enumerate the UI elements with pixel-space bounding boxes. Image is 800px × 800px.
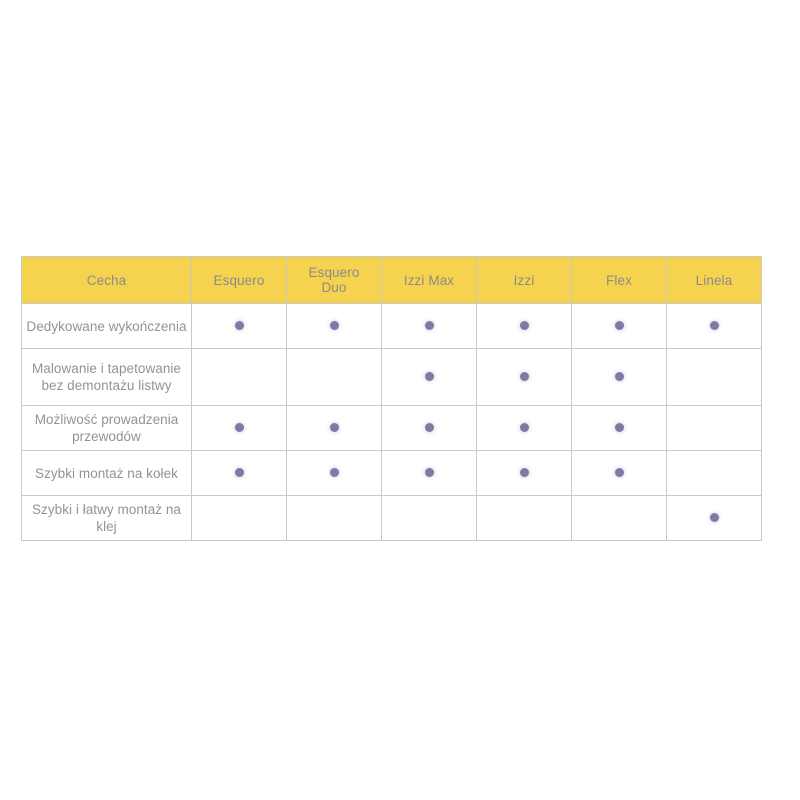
table-row: Szybki montaż na kołek bbox=[21, 450, 762, 496]
mark-cell-esquero-duo bbox=[286, 348, 382, 406]
mark-cell-esquero bbox=[191, 405, 287, 451]
check-dot-icon bbox=[234, 321, 244, 331]
mark-cell-izzi-max bbox=[381, 495, 477, 541]
mark-cell-izzi-max bbox=[381, 405, 477, 451]
feature-label: Możliwość prowadzenia przewodów bbox=[21, 405, 192, 451]
check-dot-icon bbox=[424, 372, 434, 382]
table-row: Możliwość prowadzenia przewodów bbox=[21, 405, 762, 451]
column-header-esquero-duo-line2: Duo bbox=[321, 280, 347, 295]
check-dot-icon bbox=[424, 423, 434, 433]
column-header-esquero-duo: Esquero Duo bbox=[286, 256, 382, 304]
check-dot-icon bbox=[329, 321, 339, 331]
mark-cell-flex bbox=[571, 348, 667, 406]
mark-cell-linela bbox=[666, 495, 762, 541]
feature-label: Malowanie i tapetowanie bez demontażu li… bbox=[21, 348, 192, 406]
mark-cell-izzi bbox=[476, 495, 572, 541]
check-dot-icon bbox=[614, 468, 624, 478]
feature-label: Szybki montaż na kołek bbox=[21, 450, 192, 496]
check-dot-icon bbox=[614, 372, 624, 382]
mark-cell-esquero bbox=[191, 348, 287, 406]
mark-cell-izzi-max bbox=[381, 303, 477, 349]
mark-cell-izzi bbox=[476, 348, 572, 406]
table-header: Cecha Esquero Esquero Duo Izzi Max Izzi F… bbox=[21, 256, 762, 304]
mark-cell-esquero-duo bbox=[286, 495, 382, 541]
column-header-feature: Cecha bbox=[21, 256, 192, 304]
mark-cell-izzi bbox=[476, 303, 572, 349]
mark-cell-linela bbox=[666, 405, 762, 451]
mark-cell-flex bbox=[571, 495, 667, 541]
check-dot-icon bbox=[234, 423, 244, 433]
column-header-esquero-duo-line1: Esquero bbox=[308, 265, 360, 280]
table-row: Malowanie i tapetowanie bez demontażu li… bbox=[21, 348, 762, 406]
table-row: Dedykowane wykończenia bbox=[21, 303, 762, 349]
check-dot-icon bbox=[614, 321, 624, 331]
column-header-flex: Flex bbox=[571, 256, 667, 304]
check-dot-icon bbox=[519, 321, 529, 331]
mark-cell-esquero-duo bbox=[286, 405, 382, 451]
mark-cell-linela bbox=[666, 303, 762, 349]
check-dot-icon bbox=[329, 423, 339, 433]
mark-cell-izzi-max bbox=[381, 348, 477, 406]
check-dot-icon bbox=[424, 468, 434, 478]
column-header-izzi: Izzi bbox=[476, 256, 572, 304]
feature-label: Szybki i łatwy montaż na klej bbox=[21, 495, 192, 541]
mark-cell-linela bbox=[666, 450, 762, 496]
check-dot-icon bbox=[234, 468, 244, 478]
check-dot-icon bbox=[519, 423, 529, 433]
check-dot-icon bbox=[709, 321, 719, 331]
mark-cell-esquero bbox=[191, 450, 287, 496]
check-dot-icon bbox=[614, 423, 624, 433]
check-dot-icon bbox=[709, 513, 719, 523]
mark-cell-esquero bbox=[191, 495, 287, 541]
product-comparison-table: Cecha Esquero Esquero Duo Izzi Max Izzi F… bbox=[21, 256, 762, 541]
mark-cell-izzi-max bbox=[381, 450, 477, 496]
comparison-table-container: Cecha Esquero Esquero Duo Izzi Max Izzi F… bbox=[21, 256, 762, 541]
feature-label: Dedykowane wykończenia bbox=[21, 303, 192, 349]
column-header-esquero: Esquero bbox=[191, 256, 287, 304]
check-dot-icon bbox=[329, 468, 339, 478]
check-dot-icon bbox=[424, 321, 434, 331]
mark-cell-esquero-duo bbox=[286, 450, 382, 496]
column-header-izzi-max: Izzi Max bbox=[381, 256, 477, 304]
mark-cell-flex bbox=[571, 303, 667, 349]
mark-cell-esquero-duo bbox=[286, 303, 382, 349]
mark-cell-linela bbox=[666, 348, 762, 406]
table-header-row: Cecha Esquero Esquero Duo Izzi Max Izzi F… bbox=[21, 256, 762, 304]
table-row: Szybki i łatwy montaż na klej bbox=[21, 495, 762, 541]
table-body: Dedykowane wykończenia Malowanie i tapet… bbox=[21, 303, 762, 541]
mark-cell-flex bbox=[571, 405, 667, 451]
column-header-linela: Linela bbox=[666, 256, 762, 304]
check-dot-icon bbox=[519, 468, 529, 478]
mark-cell-flex bbox=[571, 450, 667, 496]
mark-cell-izzi bbox=[476, 450, 572, 496]
mark-cell-izzi bbox=[476, 405, 572, 451]
mark-cell-esquero bbox=[191, 303, 287, 349]
check-dot-icon bbox=[519, 372, 529, 382]
